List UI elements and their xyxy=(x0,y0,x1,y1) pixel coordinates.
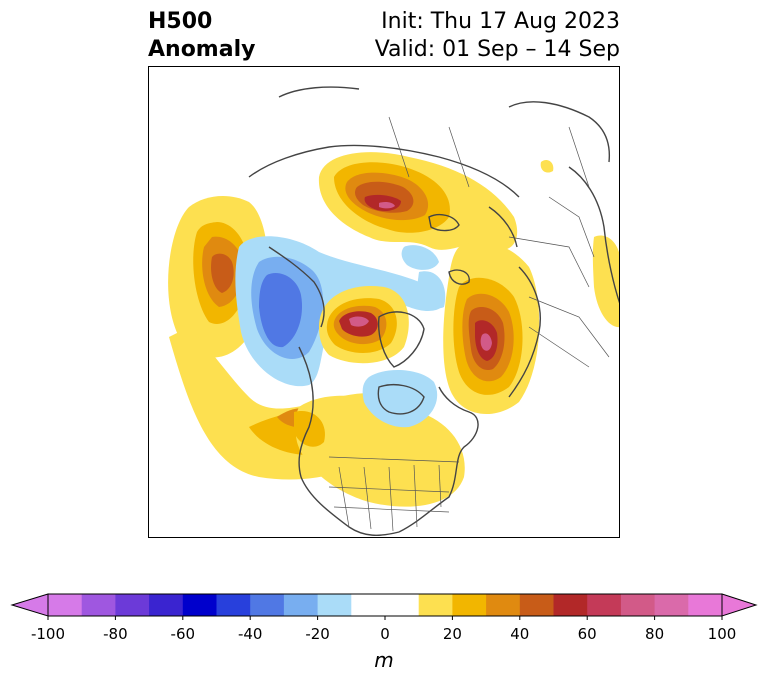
valid-range: Valid: 01 Sep – 14 Sep xyxy=(374,37,620,62)
colorbar-segment xyxy=(553,594,588,616)
colorbar-segment xyxy=(283,594,319,616)
colorbar-segment xyxy=(48,594,83,616)
colorbar-segment xyxy=(81,594,116,616)
colorbar-unit-label: m xyxy=(374,648,394,672)
anomaly-map xyxy=(168,86,619,536)
colorbar-tick-label: -20 xyxy=(305,625,330,643)
colorbar-segment xyxy=(688,594,723,616)
colorbar-tick-label: -100 xyxy=(30,625,66,643)
colorbar-segment xyxy=(351,594,386,616)
anomaly-title: Anomaly xyxy=(148,37,256,62)
colorbar-segment xyxy=(149,594,184,616)
colorbar-tick-label: 60 xyxy=(577,625,597,643)
negative-anomaly-hudson xyxy=(362,245,439,428)
positive-anomaly-east-edge xyxy=(540,160,619,327)
colorbar-tick-label: 40 xyxy=(510,625,530,643)
colorbar-tick-label: 80 xyxy=(645,625,665,643)
colorbar-segment xyxy=(654,594,689,616)
colorbar-tick-label: 0 xyxy=(380,625,390,643)
colorbar-segment xyxy=(250,594,285,616)
colorbar-segment xyxy=(182,594,217,616)
positive-anomaly-arctic xyxy=(319,286,409,364)
colorbar-extend-max xyxy=(721,593,758,617)
colorbar-segment xyxy=(418,594,453,616)
colorbar-extend-min xyxy=(10,593,49,617)
coastlines xyxy=(248,86,619,536)
colorbar-segment xyxy=(486,594,521,616)
colorbar-tick-label: 100 xyxy=(707,625,737,643)
colorbar-segment xyxy=(519,594,554,616)
title-right: Init: Thu 17 Aug 2023 Valid: 01 Sep – 14… xyxy=(375,8,620,64)
positive-anomaly-siberia xyxy=(318,152,518,251)
colorbar xyxy=(10,593,758,620)
country-borders xyxy=(328,116,610,532)
colorbar-segment xyxy=(115,594,150,616)
colorbar-tick-label: -60 xyxy=(170,625,196,643)
colorbar-tick-label: 20 xyxy=(442,625,462,643)
positive-anomaly-north-america xyxy=(294,395,465,507)
negative-anomaly-bering xyxy=(235,236,446,387)
colorbar-tick-label: -80 xyxy=(103,625,128,643)
variable-title: H500 xyxy=(148,9,213,34)
map-panel xyxy=(148,66,620,538)
init-date: Init: Thu 17 Aug 2023 xyxy=(381,9,620,34)
title-left: H500 Anomaly xyxy=(148,8,255,64)
colorbar-segment xyxy=(452,594,487,616)
positive-anomaly-europe xyxy=(443,242,540,414)
colorbar-segment xyxy=(385,594,420,616)
colorbar-segment xyxy=(587,594,622,616)
colorbar-tick-label: -40 xyxy=(237,625,263,643)
colorbar-segment xyxy=(620,594,656,616)
colorbar-segment xyxy=(317,594,352,616)
colorbar-segment xyxy=(216,594,251,616)
